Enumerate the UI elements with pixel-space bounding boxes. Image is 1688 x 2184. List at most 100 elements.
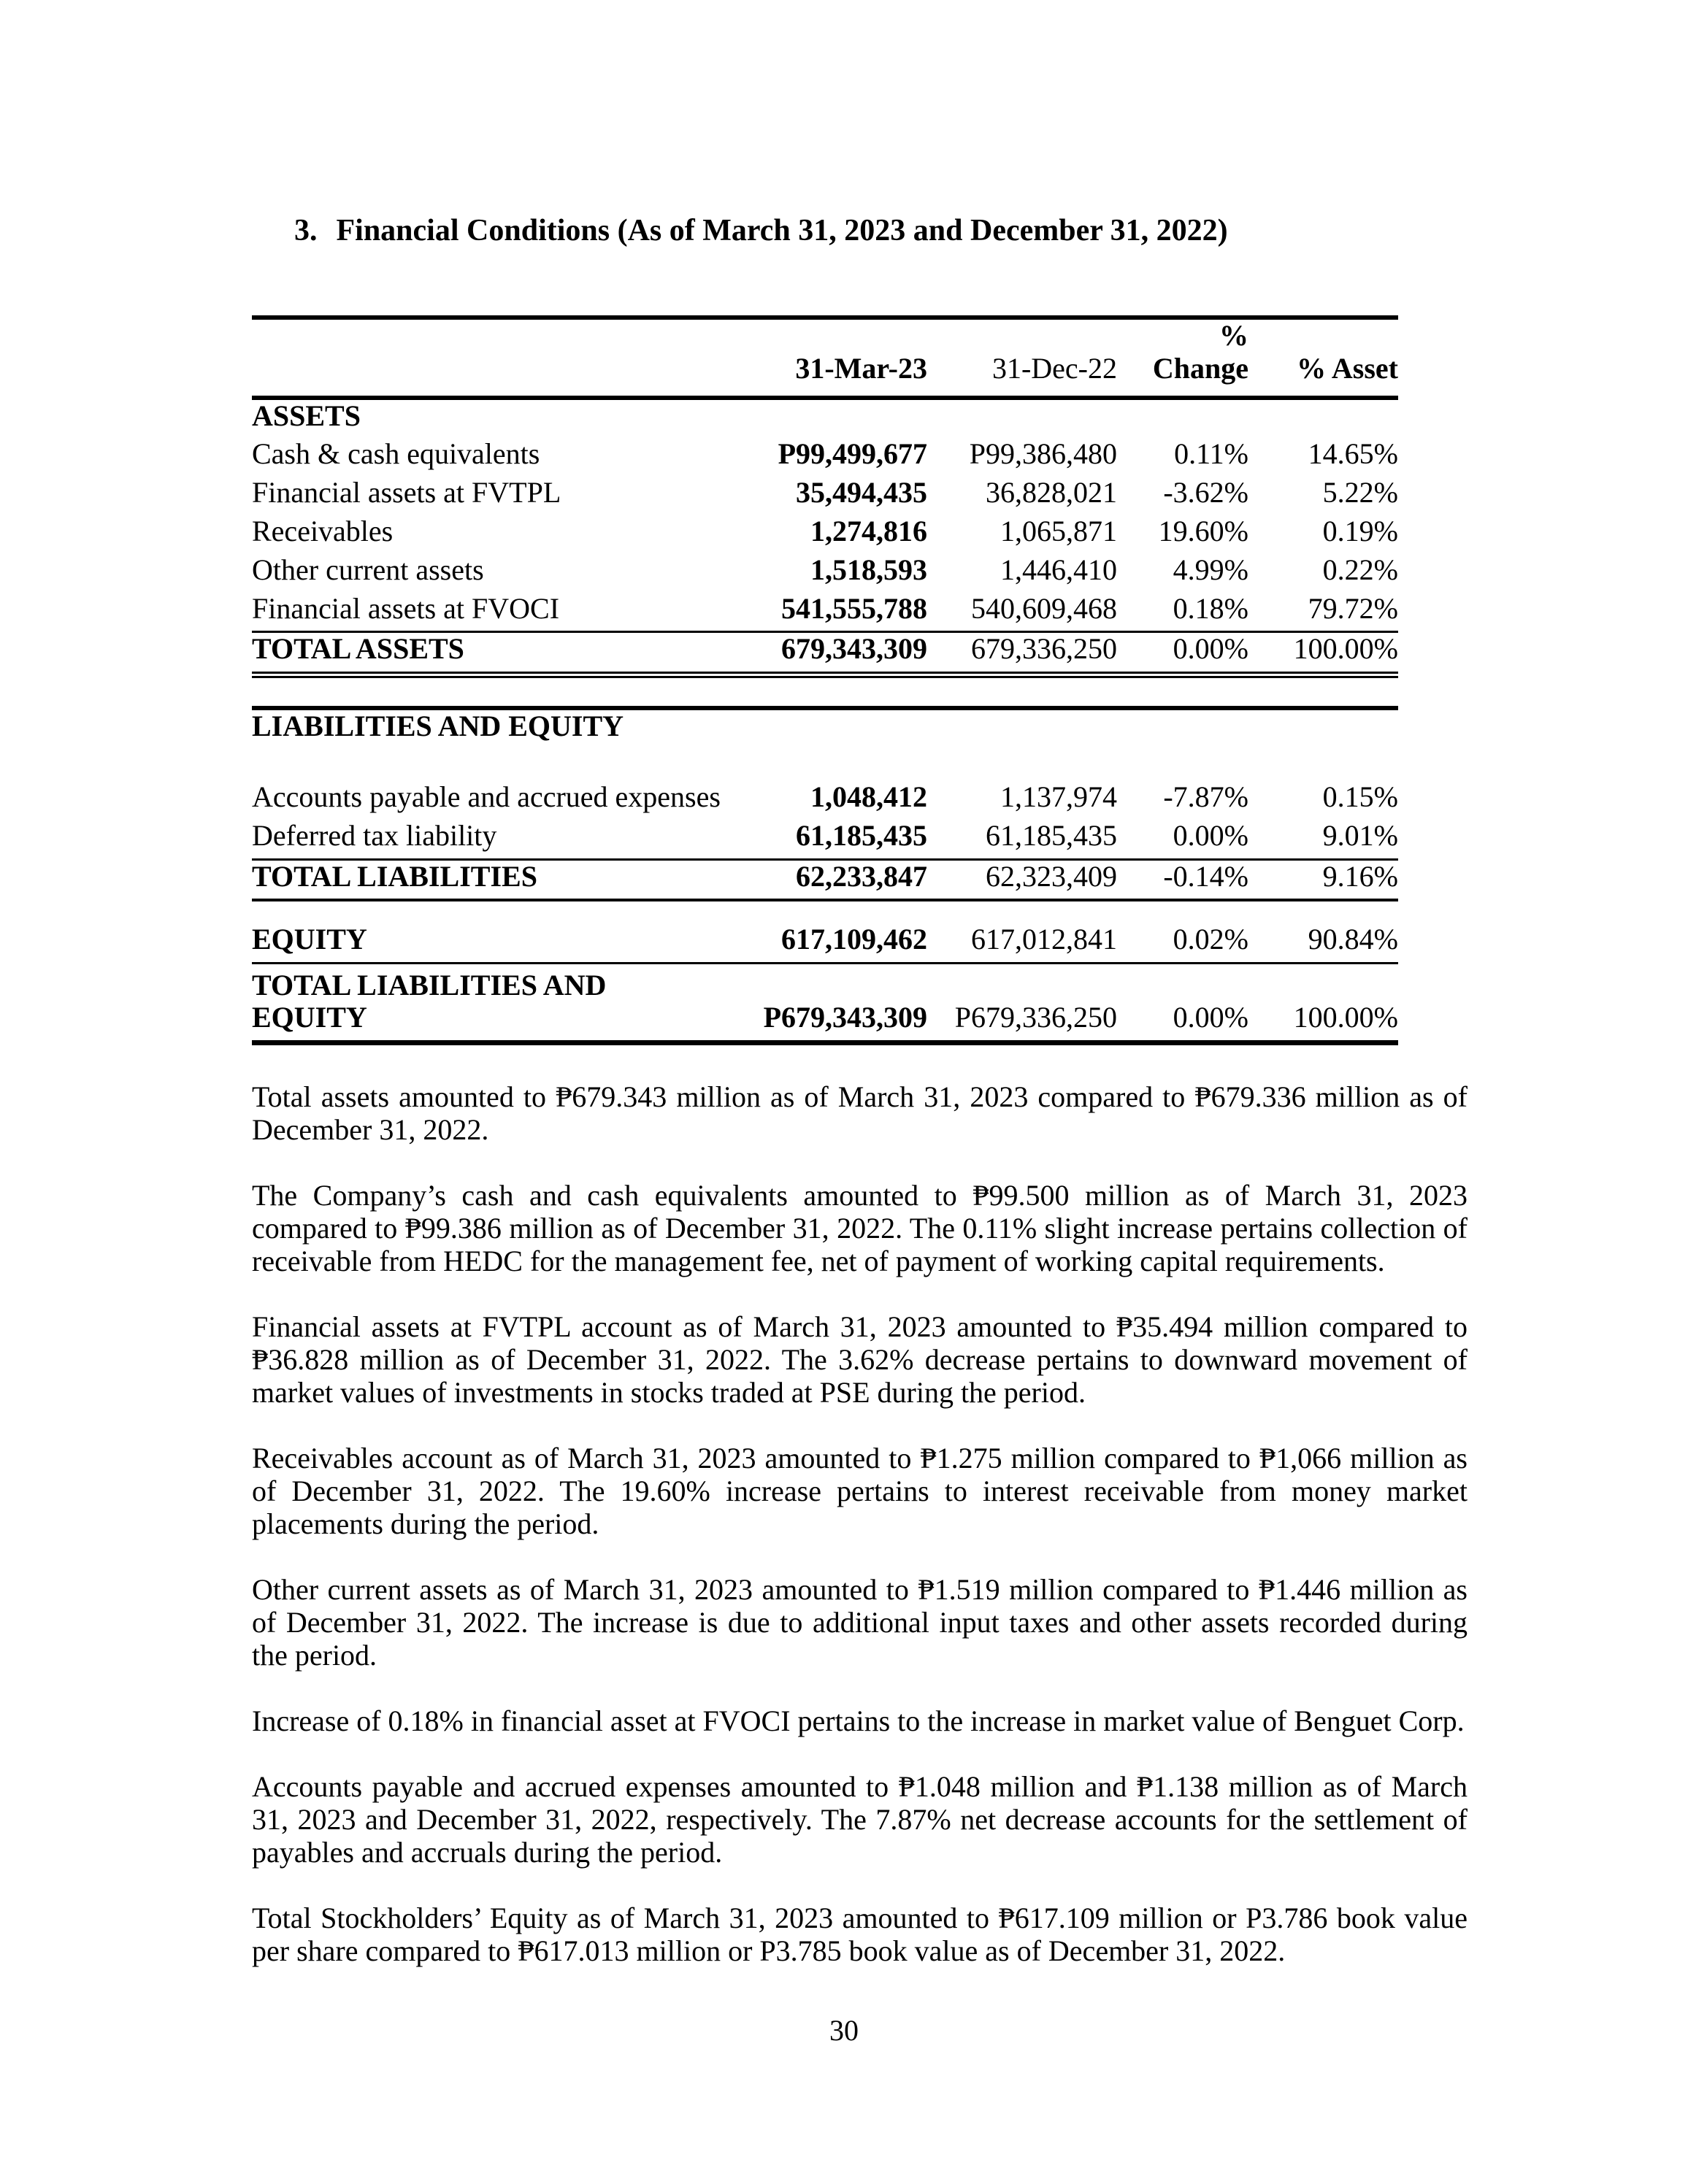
empty-cell <box>927 398 1117 439</box>
table-row-total-liabilities: TOTAL LIABILITIES 62,233,847 62,323,409 … <box>252 859 1398 902</box>
paragraph-stockholders-equity: Total Stockholders’ Equity as of March 3… <box>252 1902 1468 1968</box>
table-row-fvoci: Financial assets at FVOCI 541,555,788 54… <box>252 592 1398 634</box>
empty-cell <box>1117 708 1248 749</box>
header-31-dec-22: 31-Dec-22 <box>927 315 1117 400</box>
section-title-text: Financial Conditions (As of March 31, 20… <box>336 214 1228 247</box>
label-cell: Cash & cash equivalents <box>252 437 540 471</box>
header-pct-change: % Change <box>1117 315 1248 400</box>
pct-change-cell: 0.00% <box>1117 631 1248 679</box>
section-label: ASSETS <box>252 399 361 432</box>
table-row-total-assets: TOTAL ASSETS 679,343,309 679,336,250 0.0… <box>252 631 1398 679</box>
value-dec-cell: 617,012,841 <box>927 923 1117 965</box>
label-cell: Accounts payable and accrued expenses <box>252 780 721 813</box>
pct-change-cell: 0.02% <box>1117 923 1248 965</box>
pct-asset-cell: 79.72% <box>1248 592 1398 634</box>
pct-asset-cell: 9.16% <box>1248 859 1398 902</box>
value-mar-cell: P99,499,677 <box>778 437 927 471</box>
paragraph-accounts-payable: Accounts payable and accrued expenses am… <box>252 1770 1468 1869</box>
empty-cell <box>927 708 1117 749</box>
section-row-liabilities-equity: LIABILITIES AND EQUITY <box>252 708 1398 749</box>
pct-asset-cell: 90.84% <box>1248 923 1398 965</box>
pct-change-cell: 0.00% <box>1117 963 1248 1046</box>
spacer-row <box>252 900 1398 923</box>
empty-cell <box>723 398 927 439</box>
table-row-cash-equivalents: Cash & cash equivalents P99,499,677 P99,… <box>252 438 1398 477</box>
pct-asset-cell: 14.65% <box>1308 437 1398 471</box>
value-mar-cell: 679,343,309 <box>723 631 927 679</box>
label-cell: TOTAL ASSETS <box>252 631 723 679</box>
label-cell: Financial assets at FVOCI <box>252 592 723 634</box>
pct-change-cell: -3.62% <box>1163 476 1248 510</box>
page-number: 30 <box>829 2014 859 2047</box>
pct-change-cell: -7.87% <box>1163 780 1248 813</box>
value-mar-cell: 541,555,788 <box>723 592 927 634</box>
pct-asset-cell: 100.00% <box>1248 963 1398 1046</box>
value-dec-cell: P99,386,480 <box>969 437 1117 471</box>
table-row-other-current-assets: Other current assets 1,518,593 1,446,410… <box>252 553 1398 593</box>
paragraph-other-current-assets: Other current assets as of March 31, 202… <box>252 1573 1468 1672</box>
spacer-cell <box>252 900 1398 923</box>
label-cell: Financial assets at FVTPL <box>252 476 561 510</box>
pct-asset-cell: 100.00% <box>1248 631 1398 679</box>
label-text: TOTAL LIABILITIES AND EQUITY <box>252 968 607 1034</box>
value-dec-cell: 1,446,410 <box>1000 553 1117 586</box>
value-mar-cell: 35,494,435 <box>796 476 927 510</box>
spacer-row <box>252 674 1398 711</box>
value-dec-cell: 1,065,871 <box>1000 514 1117 547</box>
section-label: LIABILITIES AND EQUITY <box>252 710 624 743</box>
spacer-cell <box>252 674 1398 711</box>
value-dec-cell: 1,137,974 <box>1000 780 1117 813</box>
header-31-mar-23: 31-Mar-23 <box>723 315 927 400</box>
value-mar-cell: P679,343,309 <box>723 963 927 1046</box>
label-cell: TOTAL LIABILITIES AND EQUITY <box>252 963 723 1046</box>
value-dec-cell: 540,609,468 <box>927 592 1117 634</box>
pct-asset-cell: 0.19% <box>1322 514 1398 547</box>
spacer-cell <box>252 749 1398 781</box>
paragraph-cash-equivalents: The Company’s cash and cash equivalents … <box>252 1179 1468 1278</box>
pct-change-cell: 19.60% <box>1158 514 1248 547</box>
empty-cell <box>1248 708 1398 749</box>
section-title: 3. Financial Conditions (As of March 31, … <box>294 213 1468 248</box>
pct-change-cell: 4.99% <box>1173 553 1248 586</box>
spacer-row <box>252 749 1398 781</box>
value-mar-cell: 62,233,847 <box>723 859 927 902</box>
value-mar-cell: 1,274,816 <box>810 514 927 547</box>
table-row-fvtpl: Financial assets at FVTPL 35,494,435 36,… <box>252 476 1398 515</box>
paragraph-receivables: Receivables account as of March 31, 2023… <box>252 1442 1468 1541</box>
header-empty <box>252 315 723 400</box>
label-cell: Other current assets <box>252 553 484 586</box>
value-dec-cell: P679,336,250 <box>927 963 1117 1046</box>
table-row-receivables: Receivables 1,274,816 1,065,871 19.60% 0… <box>252 515 1398 554</box>
value-mar-cell: 61,185,435 <box>723 819 927 861</box>
table-header-row: 31-Mar-23 31-Dec-22 % Change % Asset <box>252 315 1398 400</box>
pct-asset-cell: 9.01% <box>1248 819 1398 861</box>
empty-cell <box>1117 398 1248 439</box>
pct-change-cell: 0.00% <box>1117 819 1248 861</box>
table-row-deferred-tax: Deferred tax liability 61,185,435 61,185… <box>252 819 1398 861</box>
label-cell: Deferred tax liability <box>252 819 723 861</box>
label-cell: TOTAL LIABILITIES <box>252 859 723 902</box>
value-dec-cell: 679,336,250 <box>927 631 1117 679</box>
value-dec-cell: 36,828,021 <box>986 476 1117 510</box>
paragraph-total-assets: Total assets amounted to ₱679.343 millio… <box>252 1080 1468 1147</box>
header-pct-asset: % Asset <box>1248 315 1398 400</box>
paragraph-fvoci: Increase of 0.18% in financial asset at … <box>252 1704 1465 1738</box>
section-number: 3. <box>294 214 318 247</box>
value-mar-cell: 617,109,462 <box>723 923 927 965</box>
value-dec-cell: 61,185,435 <box>927 819 1117 861</box>
pct-change-cell: 0.18% <box>1117 592 1248 634</box>
pct-asset-cell: 5.22% <box>1322 476 1398 510</box>
pct-asset-cell: 0.15% <box>1322 780 1398 813</box>
pct-change-cell: -0.14% <box>1117 859 1248 902</box>
value-dec-cell: 62,323,409 <box>927 859 1117 902</box>
empty-cell <box>723 708 927 749</box>
label-cell: Receivables <box>252 514 394 547</box>
financial-conditions-table: 31-Mar-23 31-Dec-22 % Change % Asset ASS… <box>252 315 1398 1046</box>
section-row-assets: ASSETS <box>252 398 1398 439</box>
table-row-total-liabilities-equity: TOTAL LIABILITIES AND EQUITY P679,343,30… <box>252 963 1398 1046</box>
paragraph-fvtpl: Financial assets at FVTPL account as of … <box>252 1310 1468 1410</box>
value-mar-cell: 1,518,593 <box>810 553 927 586</box>
table-row-accounts-payable: Accounts payable and accrued expenses 1,… <box>252 780 1398 820</box>
narrative-section: Total assets amounted to ₱679.343 millio… <box>252 1080 1468 1967</box>
